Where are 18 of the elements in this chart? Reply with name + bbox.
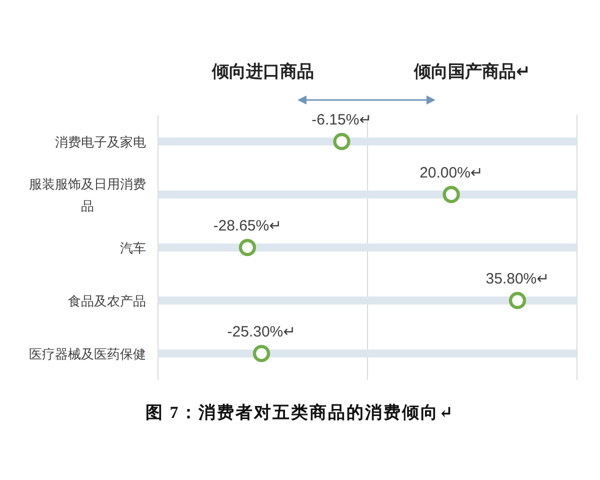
y-tick-label: 食品及农产品: [68, 294, 146, 308]
y-tick-label: 汽车: [120, 240, 146, 256]
point: [252, 344, 270, 362]
y-tick-label: 医疗器械及医药保健: [29, 346, 146, 362]
y-tick-label: 服装服饰及日用消费品: [29, 176, 146, 214]
data-label: -28.65%↵: [213, 218, 282, 234]
point: [508, 292, 526, 310]
data-label: -6.15%↵: [312, 112, 372, 128]
point: [442, 186, 460, 204]
text: 倾向进口商品: [210, 62, 314, 81]
y-tick-label: 消费电子及家电: [55, 134, 146, 150]
text: 倾向国产商品↵: [413, 62, 530, 81]
point: [333, 132, 350, 150]
text: 图 7：消费者对五类商品的消费倾向↵: [146, 403, 454, 422]
point: [238, 238, 256, 256]
data-label: 20.00%↵: [420, 164, 484, 182]
data-label: -25.30%↵: [227, 324, 296, 340]
data-label: 35.80%↵: [486, 270, 550, 288]
